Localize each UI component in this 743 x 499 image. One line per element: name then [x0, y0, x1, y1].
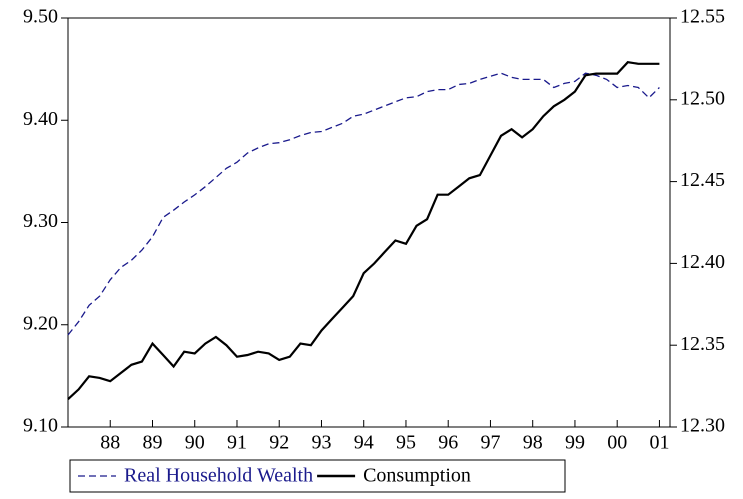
y2-tick-label: 12.50: [680, 87, 725, 109]
x-tick-label: 94: [354, 432, 374, 454]
x-tick-label: 00: [607, 432, 627, 454]
x-tick-label: 92: [269, 432, 289, 454]
legend-box: [69, 459, 566, 493]
y-tick-label: 9.20: [23, 312, 58, 334]
series-line: [67, 61, 660, 401]
x-tick-label: 91: [227, 432, 247, 454]
y2-tick-label: 12.30: [680, 415, 725, 437]
x-tick-label: 93: [311, 432, 331, 454]
x-tick-label: 01: [649, 432, 669, 454]
x-tick-label: 95: [396, 432, 416, 454]
plot-frame: [67, 17, 671, 428]
y-tick-label: 9.40: [23, 108, 58, 130]
series-line: [67, 72, 660, 336]
y-tick-label: 9.50: [23, 6, 58, 28]
legend-label: Consumption: [363, 465, 471, 487]
y2-tick-label: 12.35: [680, 333, 725, 355]
x-tick-label: 89: [142, 432, 162, 454]
legend-label: Real Household Wealth: [124, 465, 313, 487]
x-tick-label: 88: [100, 432, 120, 454]
y-tick-label: 9.10: [23, 415, 58, 437]
x-tick-label: 96: [438, 432, 458, 454]
x-tick-label: 99: [565, 432, 585, 454]
y2-tick-label: 12.45: [680, 169, 725, 191]
x-tick-label: 98: [523, 432, 543, 454]
y-tick-label: 9.30: [23, 210, 58, 232]
y2-tick-label: 12.40: [680, 251, 725, 273]
x-tick-label: 90: [185, 432, 205, 454]
x-tick-label: 97: [480, 432, 500, 454]
y2-tick-label: 12.55: [680, 6, 725, 28]
